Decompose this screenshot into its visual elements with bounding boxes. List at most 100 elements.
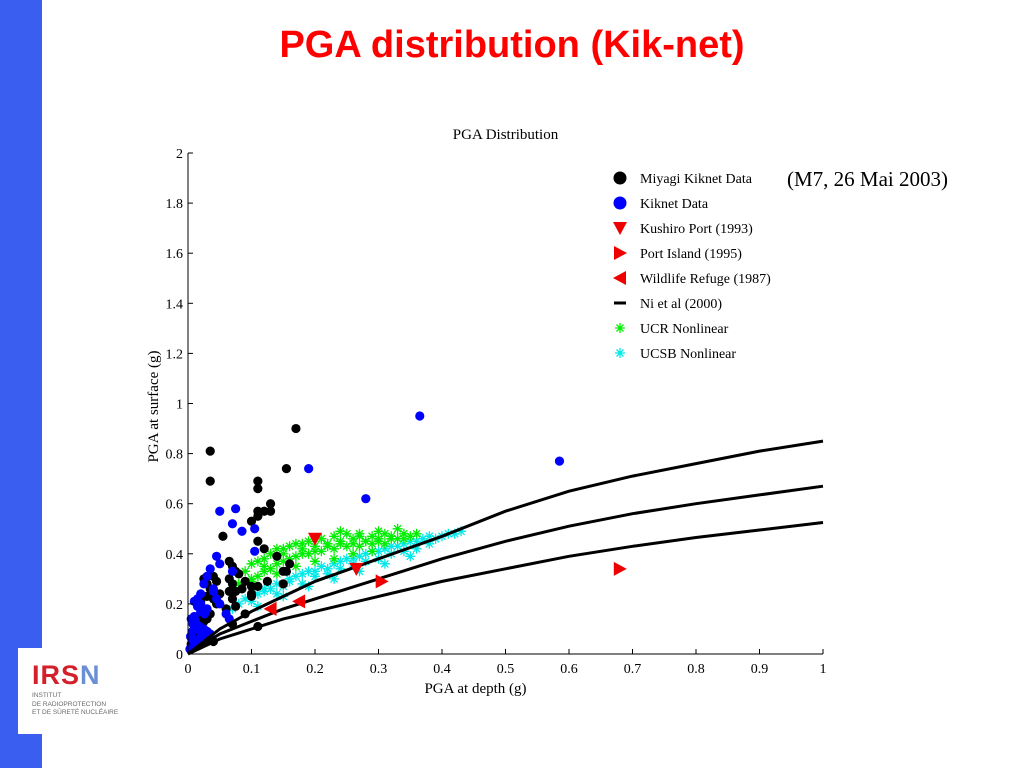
data-point (290, 561, 301, 572)
data-point (335, 538, 346, 549)
x-tick-label: 1 (820, 662, 827, 677)
data-point (227, 566, 238, 576)
legend-item-port-island-1995: Port Island (1995) (614, 246, 742, 262)
data-point (240, 593, 251, 604)
data-point (417, 533, 428, 544)
data-point (335, 563, 346, 574)
data-point (252, 556, 263, 567)
data-point (246, 558, 257, 569)
series-ni-et-al-2000 (187, 439, 824, 656)
data-point (259, 506, 269, 516)
data-point (449, 528, 460, 539)
data-point (335, 556, 346, 567)
data-point (265, 548, 276, 559)
data-point (392, 533, 403, 544)
data-point (259, 553, 270, 564)
data-point (284, 553, 295, 564)
data-point (322, 568, 333, 579)
data-point (285, 559, 295, 569)
logo-subtitle: INSTITUT DE RADIOPROTECTION ET DE SÛRETÉ… (32, 692, 119, 716)
y-tick-label: 1.8 (166, 197, 184, 212)
data-point (303, 536, 314, 547)
data-point (284, 541, 295, 552)
y-tick-label: 1 (176, 398, 183, 413)
data-point (303, 548, 314, 559)
data-point (252, 571, 263, 582)
data-point (259, 544, 269, 554)
legend-label: UCR Nonlinear (640, 322, 729, 337)
data-point (253, 511, 263, 521)
y-tick-label: 1.2 (166, 347, 184, 362)
data-point (290, 551, 301, 562)
data-point (349, 562, 364, 576)
series-kushiro-port-1993 (308, 532, 364, 576)
data-point (316, 561, 327, 572)
data-point (250, 546, 260, 556)
data-point (310, 556, 320, 567)
data-point (303, 581, 314, 592)
data-point (373, 546, 384, 557)
ni-curve-2 (187, 484, 824, 656)
data-point (554, 456, 565, 466)
data-point (613, 561, 627, 576)
data-point (354, 528, 365, 539)
y-tick-label: 0.4 (166, 548, 184, 563)
y-tick-label: 1.4 (166, 297, 184, 312)
data-point (252, 601, 263, 612)
data-point (329, 553, 340, 564)
data-point (253, 536, 263, 546)
data-point (386, 541, 397, 552)
y-tick-label: 0 (176, 648, 183, 663)
ni-curve-3 (187, 521, 824, 656)
data-point (329, 573, 340, 584)
y-tick-label: 1.6 (166, 247, 184, 262)
data-point (196, 631, 206, 642)
legend-item-kushiro-port-1993: Kushiro Port (1993) (613, 222, 753, 237)
data-point (246, 573, 257, 584)
data-point (310, 546, 320, 557)
data-point (211, 576, 222, 586)
legend-label: Wildlife Refuge (1987) (640, 272, 771, 287)
data-point (329, 543, 340, 554)
data-point (354, 566, 365, 577)
data-point (240, 576, 250, 586)
data-point (205, 476, 215, 486)
data-point (253, 484, 263, 494)
data-point (231, 586, 241, 596)
event-annotation: (M7, 26 Mai 2003) (787, 167, 948, 191)
data-point (341, 553, 352, 564)
data-point (278, 566, 288, 576)
data-point (265, 563, 276, 574)
data-point (265, 499, 276, 509)
data-point (456, 526, 467, 537)
data-point (263, 601, 277, 616)
data-point (265, 583, 276, 594)
data-point (246, 591, 257, 601)
data-point (360, 548, 371, 559)
data-point (259, 583, 270, 594)
data-point (215, 559, 225, 569)
data-point (202, 571, 212, 581)
data-point (304, 464, 314, 474)
data-point (259, 566, 270, 577)
data-point (379, 538, 390, 549)
series-ucr-nonlinear (233, 523, 422, 589)
data-point (386, 533, 397, 544)
data-point (250, 524, 260, 534)
data-point (215, 506, 225, 516)
data-point (281, 464, 292, 474)
data-point (205, 564, 215, 574)
series-port-island-1995 (375, 561, 627, 589)
data-point (290, 538, 301, 549)
data-point (252, 588, 263, 599)
data-point (265, 506, 276, 516)
data-point (398, 533, 409, 544)
legend-marker-swatch (614, 246, 627, 260)
legend-label: Kushiro Port (1993) (640, 222, 753, 237)
x-tick-label: 0 (185, 662, 192, 677)
data-point (271, 543, 282, 554)
data-point (271, 578, 282, 589)
data-point (227, 594, 238, 604)
data-point (424, 531, 435, 542)
data-point (361, 494, 371, 504)
